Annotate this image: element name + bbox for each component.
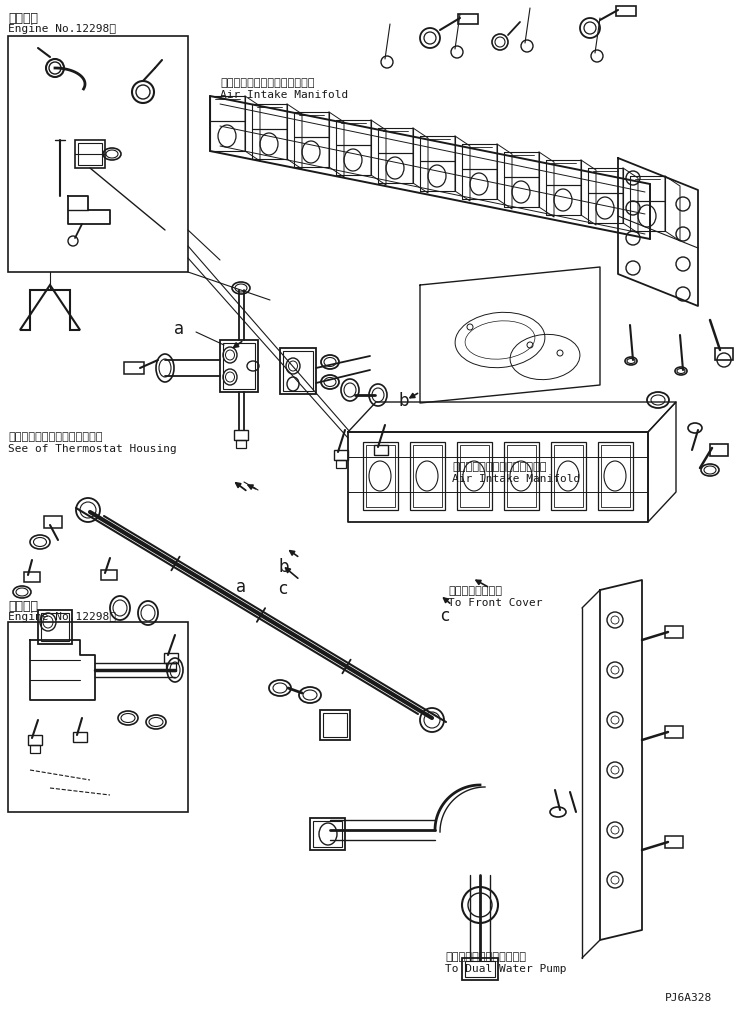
- Bar: [374, 445, 388, 455]
- Bar: [665, 836, 683, 848]
- Bar: [8, 36, 188, 272]
- Text: c: c: [278, 580, 287, 598]
- Bar: [234, 430, 248, 440]
- Bar: [236, 440, 246, 448]
- Text: フロントカバーヘ: フロントカバーヘ: [448, 586, 502, 596]
- Bar: [710, 444, 728, 455]
- Text: To Dual Water Pump: To Dual Water Pump: [445, 964, 566, 974]
- Text: Air Intake Manifold: Air Intake Manifold: [452, 474, 581, 484]
- Circle shape: [611, 716, 619, 725]
- Text: エアーインテークマニホールド: エアーインテークマニホールド: [220, 78, 314, 88]
- Bar: [363, 442, 398, 510]
- Bar: [598, 442, 633, 510]
- Circle shape: [611, 616, 619, 624]
- Bar: [166, 663, 176, 671]
- Text: b: b: [278, 558, 289, 576]
- Bar: [413, 445, 442, 507]
- Text: a: a: [174, 320, 184, 338]
- Bar: [280, 348, 316, 394]
- Bar: [336, 460, 346, 468]
- Text: To Front Cover: To Front Cover: [448, 598, 542, 608]
- Bar: [507, 445, 536, 507]
- Text: サーモスタットハウジング参照: サーモスタットハウジング参照: [8, 432, 103, 442]
- Text: PJ6A328: PJ6A328: [665, 993, 713, 1003]
- Text: a: a: [236, 578, 246, 596]
- Bar: [75, 140, 105, 168]
- Bar: [551, 442, 586, 510]
- Bar: [223, 343, 255, 389]
- Bar: [28, 735, 42, 745]
- Bar: [164, 653, 178, 663]
- Circle shape: [611, 826, 619, 834]
- Bar: [665, 626, 683, 638]
- Text: c: c: [440, 607, 449, 625]
- Bar: [504, 442, 539, 510]
- Text: Air Intake Manifold: Air Intake Manifold: [220, 90, 348, 100]
- Bar: [44, 516, 62, 528]
- Polygon shape: [20, 285, 80, 330]
- Text: See of Thermostat Housing: See of Thermostat Housing: [8, 444, 176, 454]
- Bar: [458, 14, 478, 24]
- Text: Engine No.12298～: Engine No.12298～: [8, 612, 116, 622]
- Bar: [460, 445, 489, 507]
- Text: 適用号機: 適用号機: [8, 12, 38, 25]
- Bar: [220, 340, 258, 392]
- Circle shape: [611, 876, 619, 884]
- Bar: [78, 143, 102, 165]
- Bar: [283, 351, 313, 391]
- Bar: [366, 445, 395, 507]
- Text: エアーインテークマニホールド: エアーインテークマニホールド: [452, 462, 547, 472]
- Text: デュアルウォータポンプヘ: デュアルウォータポンプヘ: [445, 952, 526, 962]
- Bar: [101, 570, 117, 580]
- Bar: [462, 958, 498, 980]
- Bar: [320, 710, 350, 740]
- Text: b: b: [398, 392, 409, 410]
- Bar: [457, 442, 492, 510]
- Bar: [310, 818, 345, 850]
- Bar: [334, 450, 348, 460]
- Bar: [410, 442, 445, 510]
- Bar: [8, 622, 188, 812]
- Bar: [30, 745, 40, 753]
- Bar: [73, 732, 87, 742]
- Bar: [665, 726, 683, 738]
- Bar: [465, 961, 495, 977]
- Text: Engine No.12298～: Engine No.12298～: [8, 24, 116, 34]
- Text: 適用号機: 適用号機: [8, 600, 38, 613]
- Bar: [24, 572, 40, 582]
- Bar: [124, 362, 144, 374]
- Bar: [41, 613, 69, 641]
- Bar: [313, 821, 342, 847]
- Bar: [715, 348, 733, 360]
- Circle shape: [611, 666, 619, 674]
- Bar: [554, 445, 583, 507]
- Bar: [323, 713, 347, 737]
- Bar: [38, 610, 72, 644]
- Bar: [601, 445, 630, 507]
- Bar: [616, 6, 636, 16]
- Circle shape: [611, 766, 619, 774]
